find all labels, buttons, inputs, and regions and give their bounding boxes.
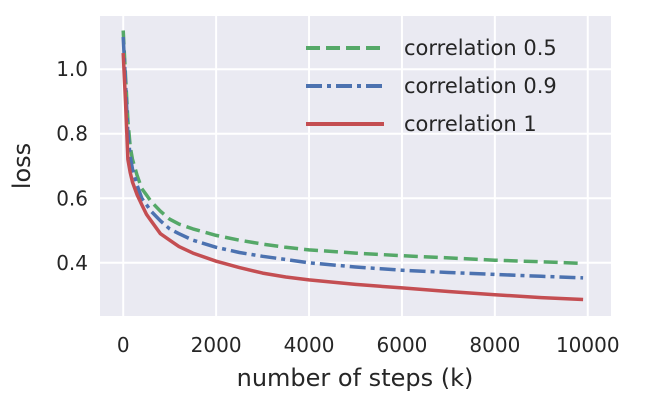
x-tick-label: 0 (117, 333, 130, 357)
y-tick-label: 0.6 (56, 186, 88, 210)
y-axis-label: loss (8, 143, 36, 189)
y-axis-ticks: 0.4 0.6 0.8 1.0 (56, 57, 88, 275)
x-tick-label: 10000 (556, 333, 620, 357)
x-axis-ticks: 0 2000 4000 6000 8000 10000 (117, 333, 620, 357)
legend-label: correlation 0.5 (404, 36, 557, 60)
series-line (121, 36, 584, 280)
y-tick-label: 0.4 (56, 251, 88, 275)
legend-label: correlation 1 (404, 112, 537, 136)
series-line (121, 53, 584, 302)
grid-lines (100, 16, 611, 316)
series-layer (121, 30, 584, 302)
y-tick-label: 0.8 (56, 122, 88, 146)
x-tick-label: 4000 (284, 333, 335, 357)
x-tick-label: 8000 (469, 333, 520, 357)
legend: correlation 0.5 correlation 0.9 correlatio… (306, 36, 557, 136)
x-axis-label: number of steps (k) (237, 364, 474, 392)
x-tick-label: 6000 (377, 333, 428, 357)
plot-background (100, 16, 611, 316)
legend-label: correlation 0.9 (404, 74, 557, 98)
x-tick-label: 2000 (191, 333, 242, 357)
y-tick-label: 1.0 (56, 57, 88, 81)
